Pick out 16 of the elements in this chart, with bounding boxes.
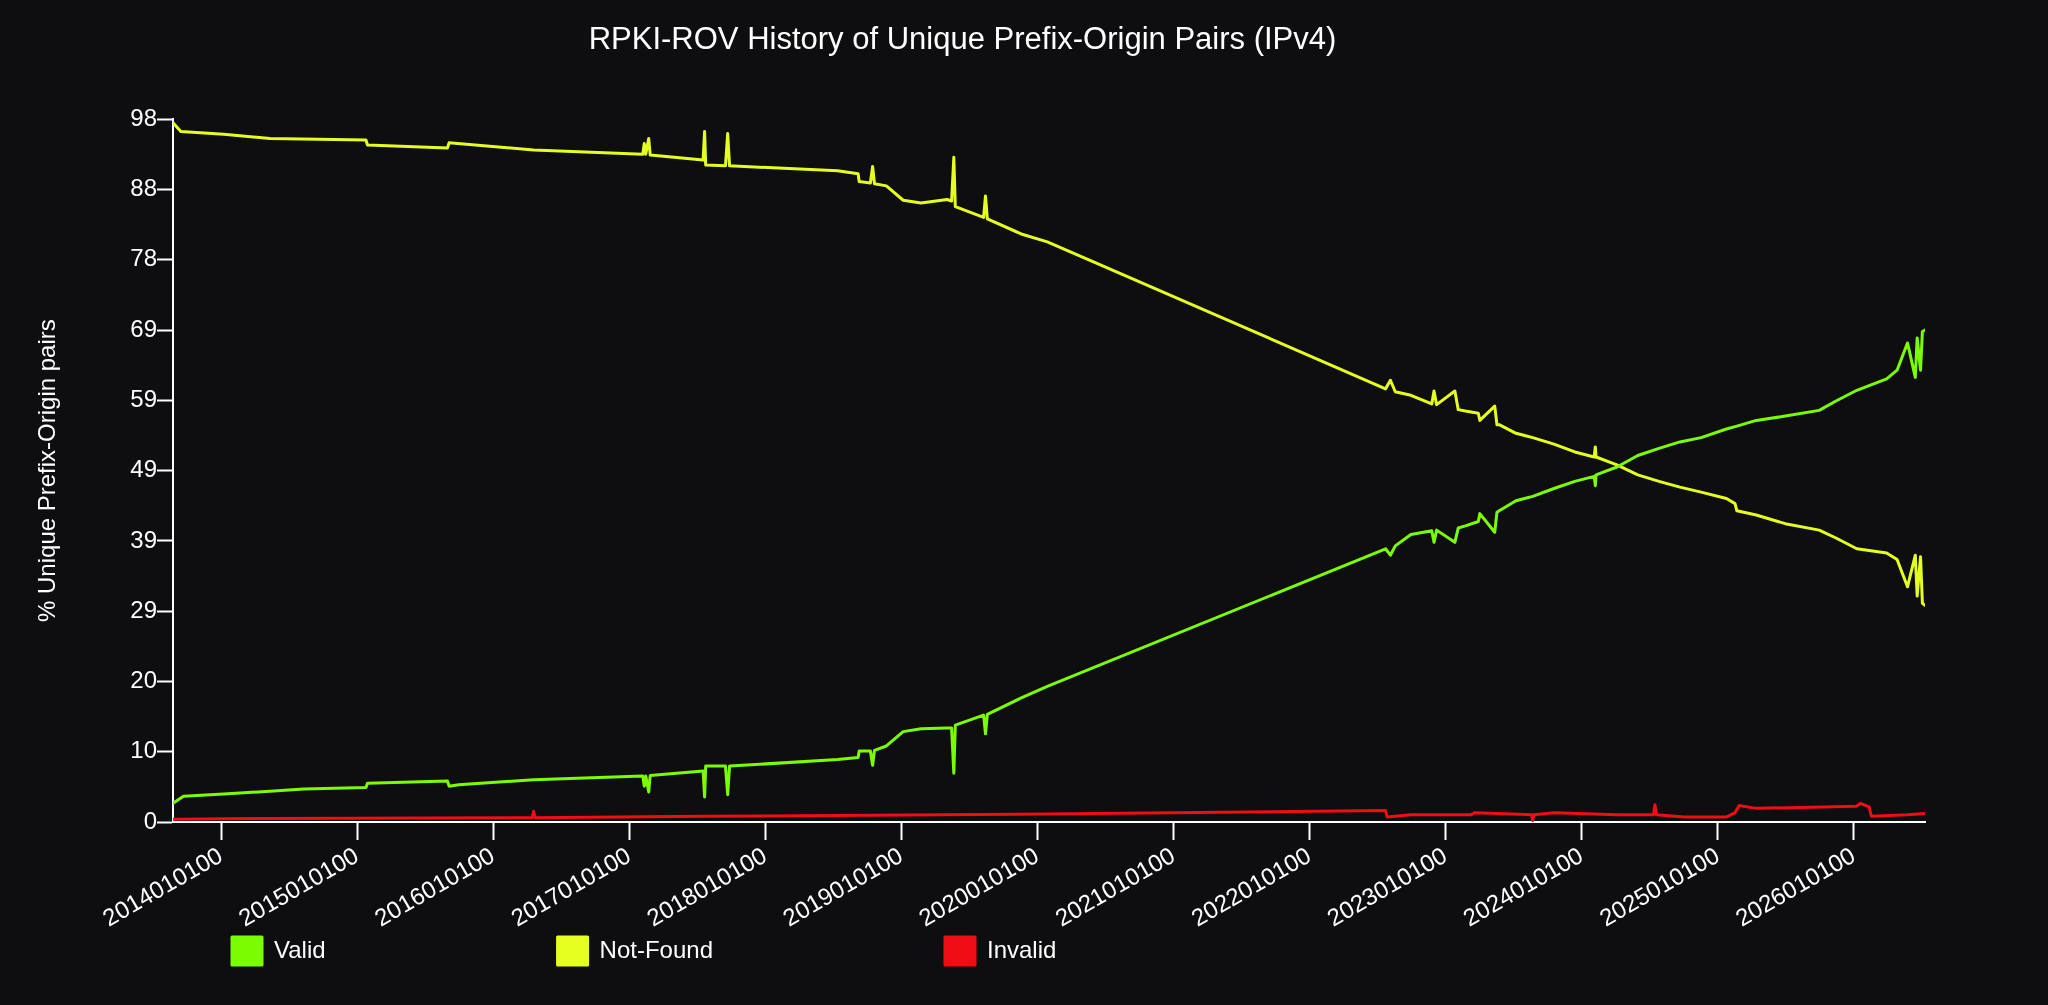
legend-label: Invalid (986, 935, 1057, 963)
y-tick-label: 39 (130, 525, 157, 553)
y-tick-label: 88 (130, 174, 157, 202)
y-tick-label: 59 (130, 384, 157, 412)
y-axis-title: % Unique Prefix-Origin pairs (33, 319, 61, 622)
y-tick-label: 29 (130, 595, 157, 623)
y-tick-label: 98 (130, 103, 157, 131)
y-tick-label: 10 (130, 736, 157, 764)
chart-title: RPKI-ROV History of Unique Prefix-Origin Pairs (IPv4) (588, 21, 1337, 57)
y-tick-label: 49 (130, 455, 157, 483)
y-tick-label: 78 (130, 244, 157, 272)
y-tick-label: 0 (143, 806, 157, 834)
legend-label: Valid (274, 935, 326, 963)
y-tick-label: 69 (130, 314, 157, 342)
legend-label: Not-Found (599, 935, 713, 963)
y-tick-label: 20 (130, 666, 157, 694)
